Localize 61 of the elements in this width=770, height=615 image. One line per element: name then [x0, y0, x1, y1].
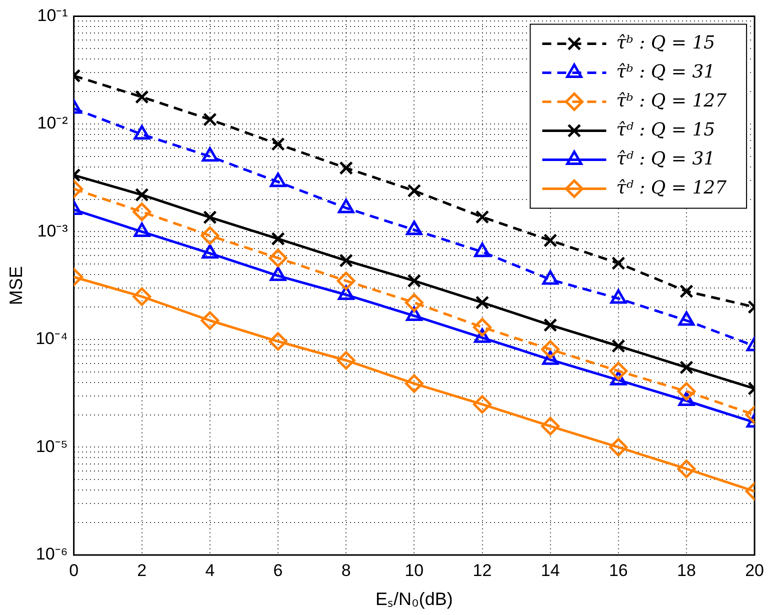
- point: [404, 374, 424, 393]
- legend-label: τ̂ᵇ : Q = 127: [616, 90, 728, 112]
- point: [680, 284, 694, 298]
- point: [680, 360, 694, 374]
- y-tick-label: 10⁻³: [37, 221, 68, 240]
- y-tick-label: 10⁻⁶: [36, 544, 68, 564]
- point: [268, 248, 288, 268]
- point: [543, 318, 558, 332]
- x-tick-label: 10: [404, 560, 424, 580]
- legend-label: τ̂ᵇ : Q = 31: [616, 61, 716, 82]
- y-axis-title: MSE: [6, 266, 26, 306]
- y-tick-label: 10⁻¹: [37, 6, 68, 25]
- y-tick-label: 10⁻⁵: [36, 436, 68, 456]
- y-tick-label: 10⁻⁴: [36, 329, 68, 348]
- legend-label: τ̂ᵈ : Q = 15: [616, 119, 716, 140]
- point: [677, 382, 696, 401]
- point: [541, 416, 560, 436]
- x-tick-label: 16: [608, 560, 628, 580]
- point: [677, 460, 696, 478]
- point: [132, 287, 152, 306]
- point: [541, 340, 560, 359]
- x-tick-label: 4: [205, 560, 215, 580]
- point: [200, 311, 220, 330]
- x-tick-label: 20: [745, 560, 764, 580]
- point: [134, 188, 149, 202]
- point: [611, 339, 626, 353]
- point: [271, 232, 285, 246]
- point: [611, 256, 626, 270]
- point: [339, 161, 354, 175]
- x-axis-title: Eₛ/N₀(dB): [375, 589, 453, 610]
- y-tick-label: 10⁻²: [37, 114, 68, 133]
- x-tick-label: 0: [69, 560, 79, 580]
- x-tick-label: 6: [273, 560, 283, 580]
- x-tick-label: 18: [677, 560, 696, 580]
- x-tick-label: 8: [341, 560, 351, 580]
- point: [407, 184, 422, 198]
- point: [134, 90, 149, 104]
- point: [475, 296, 490, 310]
- point: [132, 202, 152, 222]
- x-tick-label: 12: [472, 560, 492, 580]
- legend-label: τ̂ᵇ : Q = 15: [616, 32, 716, 54]
- point: [200, 226, 220, 245]
- point: [203, 210, 217, 224]
- point: [543, 234, 558, 248]
- point: [609, 362, 628, 380]
- point: [407, 274, 422, 288]
- point: [475, 210, 490, 224]
- point: [268, 332, 288, 351]
- point: [271, 137, 285, 152]
- point: [473, 395, 492, 414]
- x-tick-label: 14: [540, 560, 560, 580]
- point: [609, 438, 628, 456]
- point: [404, 293, 424, 312]
- legend-label: τ̂ᵈ : Q = 31: [616, 148, 716, 170]
- point: [339, 254, 354, 268]
- point: [203, 112, 217, 126]
- legend-label: τ̂ᵈ : Q = 127: [616, 177, 728, 198]
- point: [336, 272, 356, 290]
- x-tick-label: 2: [137, 560, 147, 580]
- point: [336, 351, 356, 370]
- point: [473, 318, 492, 336]
